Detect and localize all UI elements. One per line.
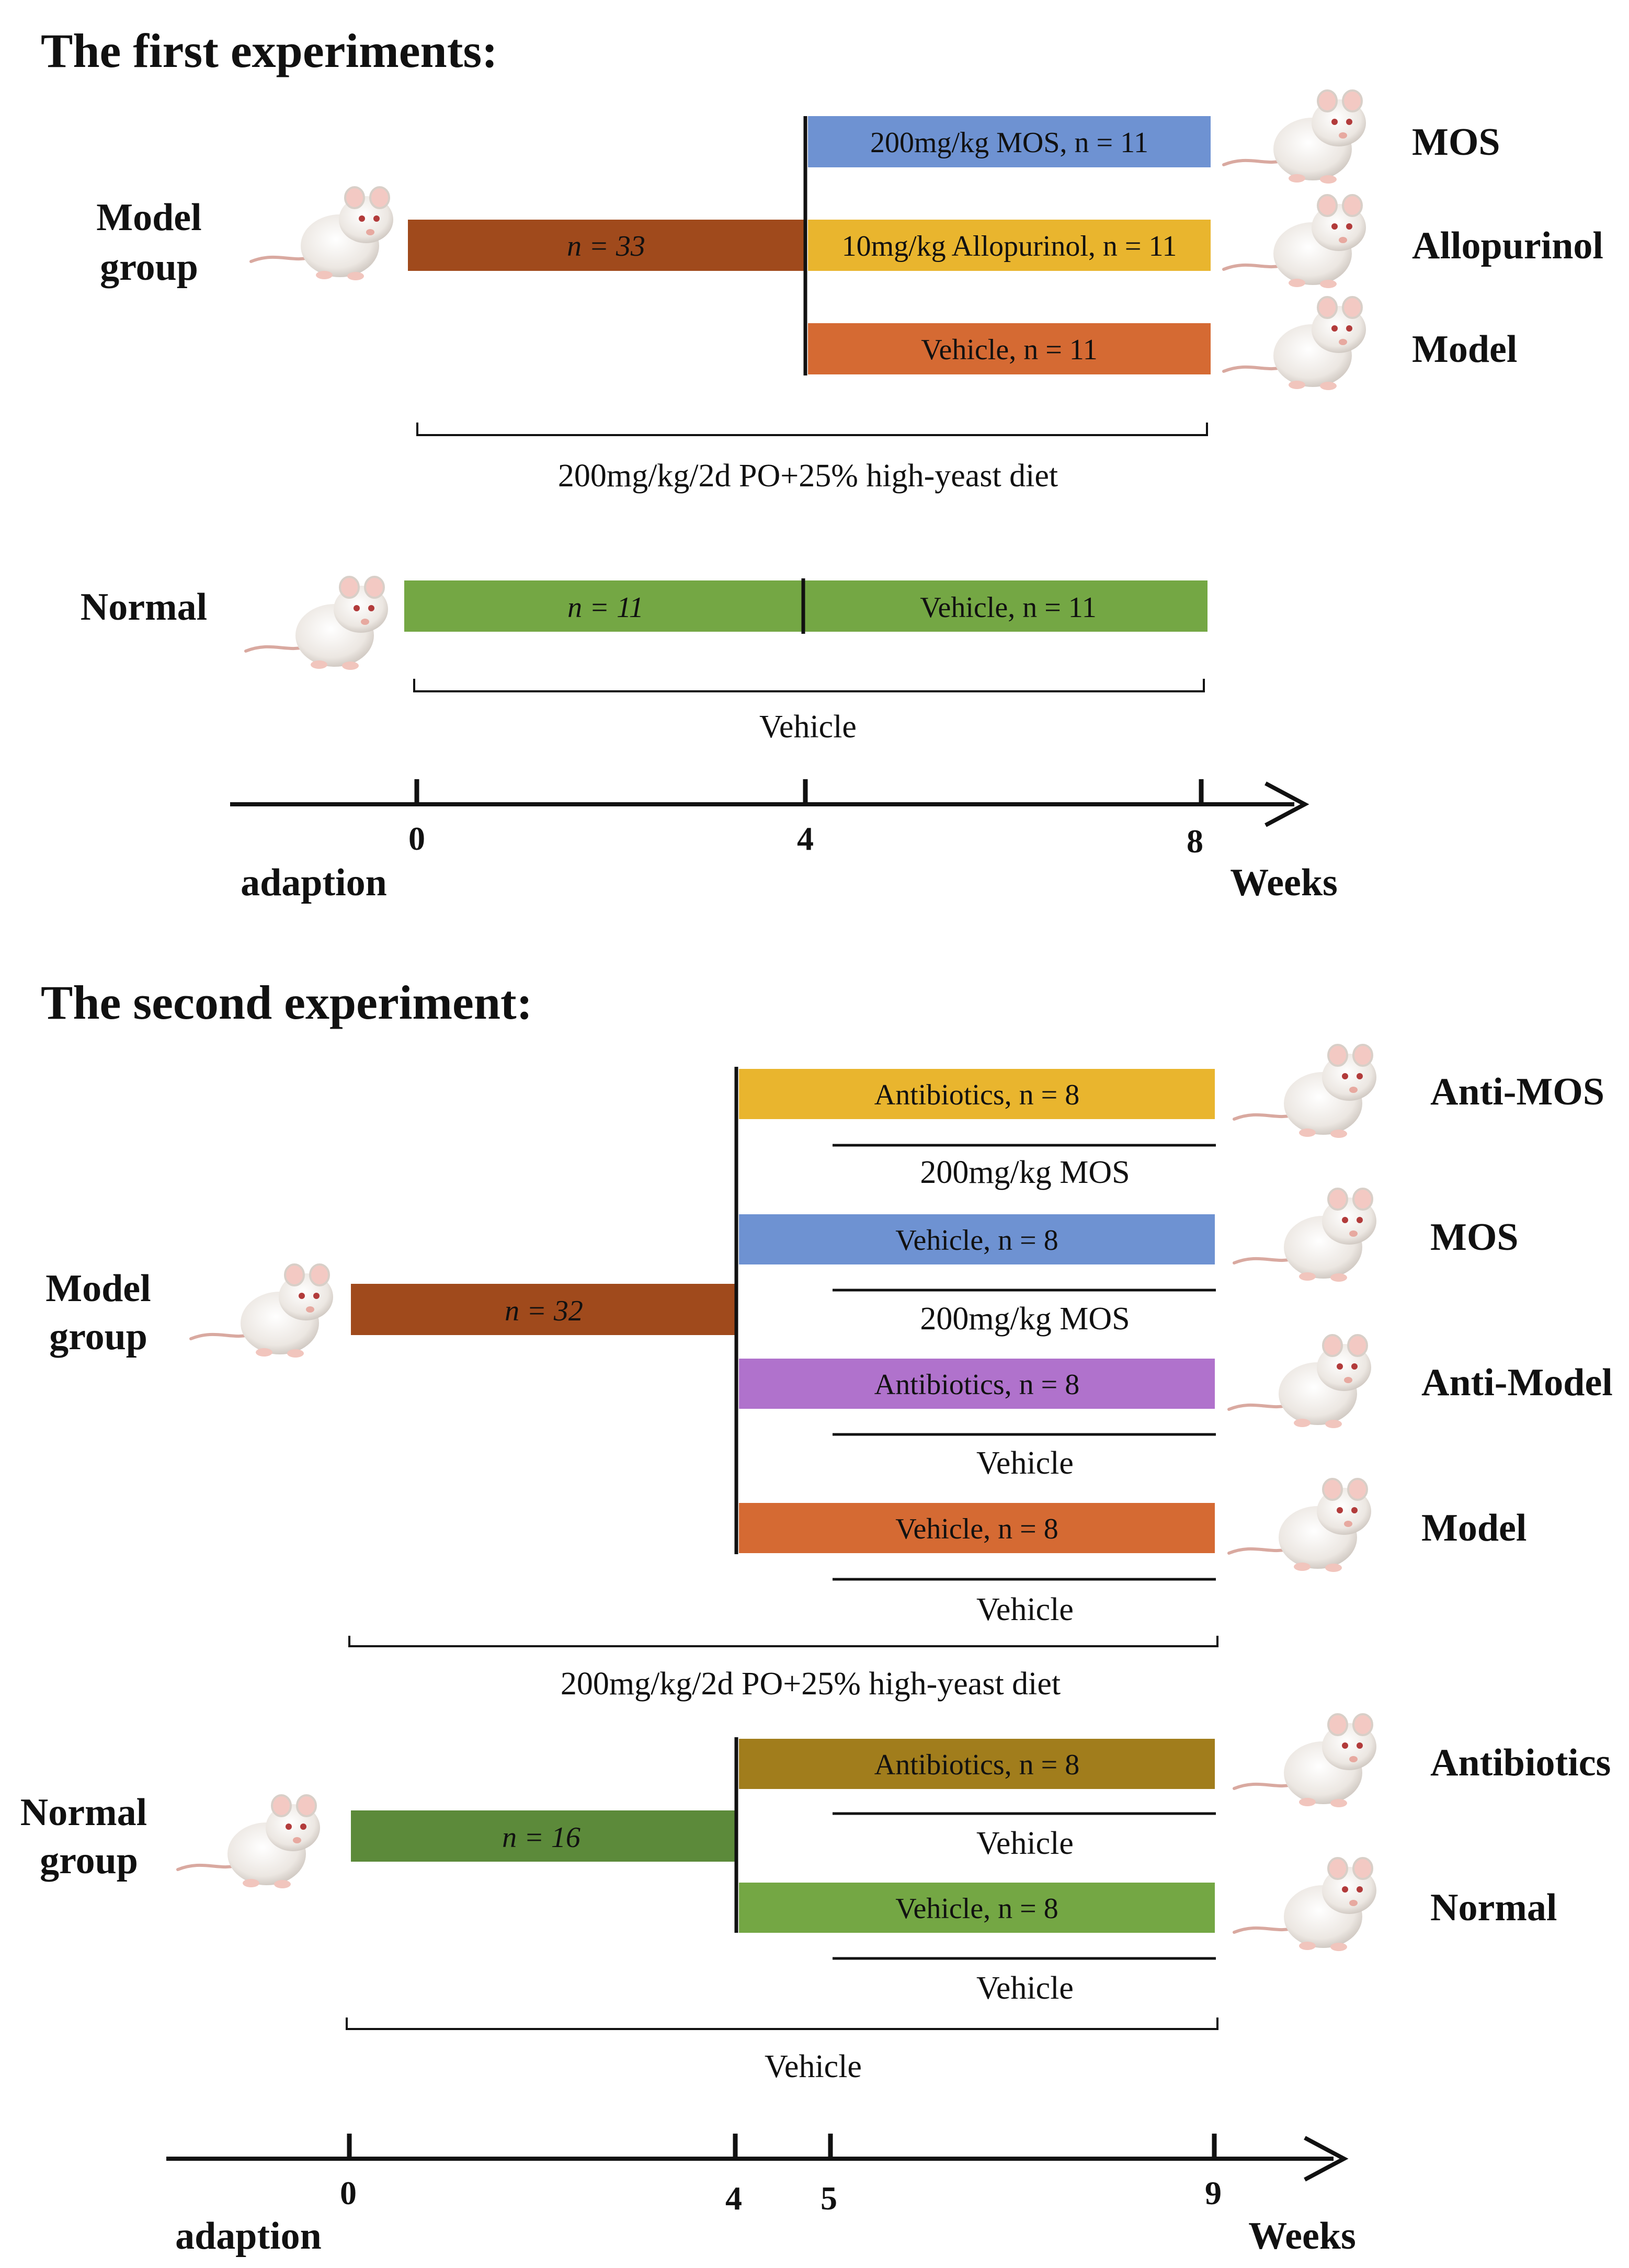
exp1-vehicle-bar bbox=[808, 323, 1211, 374]
exp2-anti-mos-sublabel: 200mg/kg MOS bbox=[920, 1155, 1130, 1190]
exp1-normal-label: Normal bbox=[81, 586, 208, 629]
rat-icon bbox=[246, 577, 388, 670]
exp1-group-mos: MOS bbox=[1412, 121, 1500, 164]
exp1-timeline-arrowhead bbox=[1265, 781, 1309, 827]
exp2-normal-bar bbox=[351, 1810, 737, 1862]
exp2-model-bar bbox=[351, 1284, 737, 1335]
exp2-normal-bar-label: n = 16 bbox=[502, 1821, 580, 1854]
rat-icon bbox=[178, 1795, 320, 1888]
exp2-normal-vehicle-bar bbox=[739, 1883, 1215, 1933]
exp2-group-normal: Normal bbox=[1430, 1886, 1557, 1929]
rat-icon bbox=[251, 187, 393, 280]
exp2-antibiotics-bar-label: Antibiotics, n = 8 bbox=[874, 1749, 1079, 1781]
exp2-axis-end-label: Weeks bbox=[1248, 2215, 1356, 2258]
exp2-group-model: Model bbox=[1421, 1507, 1527, 1549]
exp2-tick-label: 0 bbox=[340, 2174, 357, 2212]
exp2-diet-label: 200mg/kg/2d PO+25% high-yeast diet bbox=[561, 1666, 1061, 1702]
exp2-axis-start-label: adaption bbox=[175, 2215, 322, 2258]
exp2-normal-vehicle-label: Vehicle bbox=[765, 2049, 862, 2084]
exp1-title: The first experiments: bbox=[41, 24, 498, 77]
exp1-normal-bracket bbox=[413, 679, 1205, 692]
exp1-diet-label: 200mg/kg/2d PO+25% high-yeast diet bbox=[558, 458, 1058, 494]
exp1-model-label-line1: Model bbox=[96, 196, 201, 239]
exp1-normal-bar bbox=[404, 580, 1207, 632]
exp2-normal-label-line1: Normal bbox=[20, 1791, 147, 1834]
exp1-vehicle-bar-label: Vehicle, n = 11 bbox=[921, 334, 1097, 366]
exp2-tick-label: 9 bbox=[1205, 2174, 1222, 2212]
exp1-model-label-line2: group bbox=[100, 246, 198, 289]
exp2-group-anti-mos: Anti-MOS bbox=[1430, 1070, 1604, 1113]
exp1-axis-end-label: Weeks bbox=[1230, 861, 1338, 904]
exp2-anti-model-bar bbox=[739, 1359, 1215, 1409]
exp1-normal-bar-label-a: n = 11 bbox=[567, 591, 644, 624]
exp1-group-allopurinol: Allopurinol bbox=[1412, 224, 1603, 267]
exp2-anti-mos-bar bbox=[739, 1069, 1215, 1119]
exp2-model-sublabel: Vehicle bbox=[976, 1592, 1074, 1627]
exp1-axis-start-label: adaption bbox=[241, 861, 387, 904]
exp2-title: The second experiment: bbox=[41, 976, 532, 1029]
exp2-group-mos: MOS bbox=[1430, 1216, 1519, 1259]
exp1-normal-vehicle-label: Vehicle bbox=[759, 709, 857, 745]
exp2-model-vehicle-bar bbox=[739, 1503, 1215, 1553]
rat-icon bbox=[1224, 90, 1366, 184]
exp1-tick-label: 4 bbox=[797, 820, 814, 857]
exp2-normal-sublabel: Vehicle bbox=[976, 1970, 1074, 2006]
exp1-allopurinol-bar-label: 10mg/kg Allopurinol, n = 11 bbox=[842, 230, 1177, 263]
rat-icon bbox=[1229, 1335, 1371, 1428]
exp1-mos-bar bbox=[808, 116, 1211, 167]
exp2-diet-bracket bbox=[348, 1636, 1218, 1647]
exp1-allopurinol-bar bbox=[808, 220, 1211, 271]
rat-icon bbox=[1224, 297, 1366, 390]
exp2-anti-model-sublabel: Vehicle bbox=[976, 1445, 1074, 1481]
exp2-antibiotics-bar bbox=[739, 1739, 1215, 1789]
exp2-mos-sublabel: 200mg/kg MOS bbox=[920, 1301, 1130, 1337]
exp1-model-bar-label: n = 33 bbox=[567, 230, 645, 263]
exp2-model-vehicle-bar-label: Vehicle, n = 8 bbox=[895, 1513, 1058, 1545]
rat-icon bbox=[1234, 1045, 1376, 1138]
exp2-group-antibiotics: Antibiotics bbox=[1430, 1741, 1611, 1784]
exp1-normal-bar-label-b: Vehicle, n = 11 bbox=[920, 591, 1096, 624]
exp2-normal-bracket bbox=[346, 2018, 1218, 2030]
exp1-diet-bracket bbox=[416, 423, 1208, 436]
exp2-model-label-line2: group bbox=[49, 1315, 147, 1358]
exp1-tick-label: 0 bbox=[408, 820, 425, 857]
exp2-timeline-arrowhead bbox=[1304, 2136, 1349, 2182]
rat-icon bbox=[191, 1264, 333, 1358]
exp2-model-label-line1: Model bbox=[45, 1267, 151, 1310]
exp2-antibiotics-sublabel: Vehicle bbox=[976, 1826, 1074, 1861]
exp1-model-bar bbox=[408, 220, 804, 271]
exp2-tick-label: 4 bbox=[725, 2180, 742, 2217]
exp2-group-anti-model: Anti-Model bbox=[1421, 1361, 1613, 1404]
exp2-mos-bar bbox=[739, 1214, 1215, 1264]
exp2-tick-label: 5 bbox=[821, 2180, 837, 2217]
rat-icon bbox=[1234, 1714, 1376, 1807]
rat-icon bbox=[1234, 1189, 1376, 1282]
exp1-group-model: Model bbox=[1412, 328, 1517, 371]
exp1-mos-bar-label: 200mg/kg MOS, n = 11 bbox=[870, 127, 1148, 159]
exp2-anti-mos-bar-label: Antibiotics, n = 8 bbox=[874, 1079, 1079, 1111]
exp2-normal-vehicle-bar-label: Vehicle, n = 8 bbox=[895, 1893, 1058, 1925]
rat-icon bbox=[1224, 195, 1366, 288]
exp2-anti-model-bar-label: Antibiotics, n = 8 bbox=[874, 1369, 1079, 1401]
exp1-tick-label: 8 bbox=[1187, 823, 1203, 860]
rat-icon bbox=[1229, 1479, 1371, 1572]
exp2-mos-bar-label: Vehicle, n = 8 bbox=[895, 1224, 1058, 1257]
rat-icon bbox=[1234, 1858, 1376, 1951]
exp2-normal-label-line2: group bbox=[40, 1839, 138, 1882]
exp2-model-bar-label: n = 32 bbox=[505, 1295, 583, 1327]
